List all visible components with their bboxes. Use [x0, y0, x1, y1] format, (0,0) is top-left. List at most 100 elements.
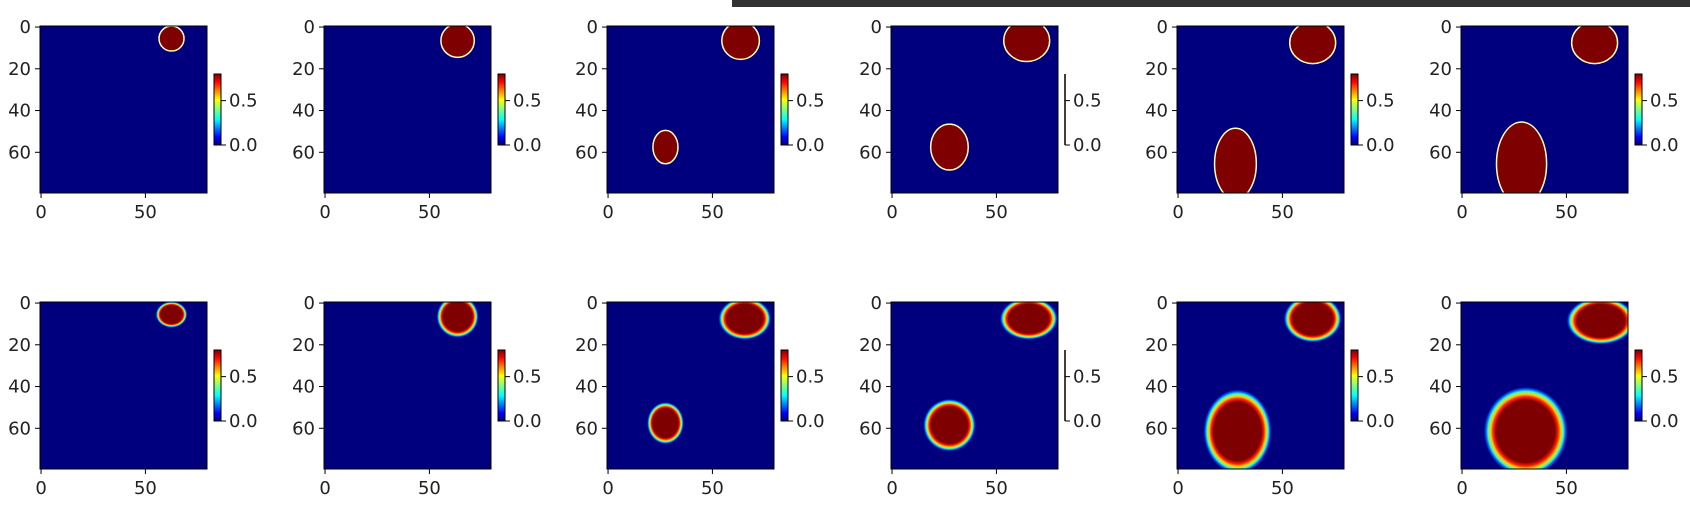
y-tick-label: 0 [1441, 17, 1452, 38]
y-tick-label: 20 [575, 59, 598, 80]
y-tick-label: 0 [20, 17, 31, 38]
colorbar-tick-label: 0.0 [796, 411, 825, 432]
x-tick-label: 50 [1555, 202, 1578, 223]
colorbar-tick-label: 0.5 [513, 91, 542, 112]
y-tick-label: 20 [292, 335, 315, 356]
heatmap-blob [158, 26, 185, 52]
y-tick-label: 0 [587, 17, 598, 38]
colorbar-tick-label: 0.0 [229, 135, 258, 156]
y-tick-label: 20 [859, 335, 882, 356]
x-tick-label: 0 [35, 478, 46, 499]
colorbar-tick-label: 0.0 [1650, 411, 1679, 432]
colorbar-tick-label: 0.5 [796, 91, 825, 112]
heatmap-panel-r2-c1: 0 20 40 60 0 50 0.5 0.0 [8, 293, 258, 499]
axes-frame [1176, 25, 1345, 194]
colorbar [1634, 349, 1643, 422]
heatmap-blob [1203, 389, 1272, 469]
heatmap-blob [929, 123, 969, 171]
colorbar-tick-label: 0.5 [1650, 91, 1679, 112]
colorbar-tick-label: 0.5 [229, 367, 258, 388]
y-tick-label: 40 [859, 377, 882, 398]
heatmap-panel-r2-c4: 0 20 40 60 0 50 0.5 0.0 [859, 293, 1102, 499]
y-tick-label: 60 [1429, 142, 1452, 163]
x-tick-label: 50 [1271, 478, 1294, 499]
x-tick-label: 50 [985, 202, 1008, 223]
colorbar-tick-label: 0.5 [1650, 367, 1679, 388]
heatmap-blob [652, 129, 679, 165]
heatmap-blob [1000, 302, 1058, 340]
y-tick-label: 20 [1429, 335, 1452, 356]
y-tick-label: 20 [575, 335, 598, 356]
heatmap-blob [1566, 302, 1628, 345]
y-tick-label: 40 [292, 377, 315, 398]
colorbar [1350, 73, 1359, 146]
heatmap-panel-r1-c6: 0 20 40 60 0 50 0.5 0.0 [1429, 17, 1679, 223]
window-top-bar [732, 0, 1690, 7]
colorbar-tick-label: 0.5 [1073, 91, 1102, 112]
y-tick-label: 40 [1145, 377, 1168, 398]
axes-frame [323, 25, 492, 194]
colorbar-tick-label: 0.0 [1650, 135, 1679, 156]
axes-frame [606, 25, 775, 194]
y-tick-label: 20 [1429, 59, 1452, 80]
y-tick-label: 60 [1145, 418, 1168, 439]
heatmap-panel-r1-c1: 0 20 40 60 0 50 0.5 0.0 [8, 17, 258, 223]
heatmap-panel-r2-c5: 0 20 40 60 0 50 0.5 0.0 [1145, 293, 1395, 499]
colorbar-tick-label: 0.5 [796, 367, 825, 388]
x-tick-label: 0 [602, 202, 613, 223]
colorbar-tick-label: 0.0 [513, 135, 542, 156]
y-tick-label: 40 [8, 101, 31, 122]
heatmap-panel-r2-c3: 0 20 40 60 0 50 0.5 0.0 [575, 293, 825, 499]
x-tick-label: 50 [701, 202, 724, 223]
axes-frame [1460, 25, 1629, 194]
y-tick-label: 60 [859, 418, 882, 439]
x-tick-label: 0 [602, 478, 613, 499]
y-tick-label: 20 [8, 335, 31, 356]
heatmap-blob [1570, 26, 1619, 65]
axes-frame [323, 301, 492, 470]
y-tick-label: 0 [1157, 17, 1168, 38]
x-tick-label: 0 [1172, 478, 1183, 499]
y-tick-label: 60 [292, 142, 315, 163]
heatmap-panel-r1-c4: 0 20 40 60 0 50 0.5 0.0 [859, 17, 1102, 223]
heatmap-blob [718, 302, 771, 340]
colorbar [780, 349, 789, 422]
heatmap-background [40, 302, 207, 469]
axes-frame [39, 25, 208, 194]
y-tick-label: 40 [1429, 377, 1452, 398]
heatmap-blob [440, 26, 476, 59]
heatmap-blob [721, 26, 761, 61]
colorbar-tick-label: 0.0 [1073, 411, 1102, 432]
y-tick-label: 60 [575, 418, 598, 439]
heatmap-blob [1002, 26, 1051, 63]
x-tick-label: 50 [134, 478, 157, 499]
x-tick-label: 50 [701, 478, 724, 499]
heatmap-blob [1283, 302, 1342, 343]
colorbar [1634, 73, 1643, 146]
y-tick-label: 40 [1429, 101, 1452, 122]
colorbar-tick-label: 0.5 [1073, 367, 1102, 388]
x-tick-label: 0 [319, 202, 330, 223]
x-tick-label: 0 [1172, 202, 1183, 223]
y-tick-label: 40 [575, 377, 598, 398]
heatmap-blob [647, 402, 684, 444]
y-tick-label: 60 [1145, 142, 1168, 163]
y-tick-label: 40 [575, 101, 598, 122]
heatmap-panel-r2-c6: 0 20 40 60 0 50 0.5 0.0 [1429, 293, 1679, 499]
heatmap-blob [1213, 127, 1258, 193]
colorbar-tick-label: 0.0 [229, 411, 258, 432]
y-tick-label: 0 [304, 293, 315, 314]
colorbar [780, 73, 789, 146]
heatmap-background [40, 26, 207, 193]
y-tick-label: 40 [8, 377, 31, 398]
y-tick-label: 0 [871, 17, 882, 38]
heatmap-panel-r2-c2: 0 20 40 60 0 50 0.5 0.0 [292, 293, 542, 499]
y-tick-label: 60 [1429, 418, 1452, 439]
axes-frame [890, 25, 1059, 194]
heatmap-blob [1483, 387, 1568, 469]
y-tick-label: 60 [575, 142, 598, 163]
y-tick-label: 0 [1441, 293, 1452, 314]
x-tick-label: 0 [35, 202, 46, 223]
colorbar-tick-label: 0.0 [1366, 411, 1395, 432]
